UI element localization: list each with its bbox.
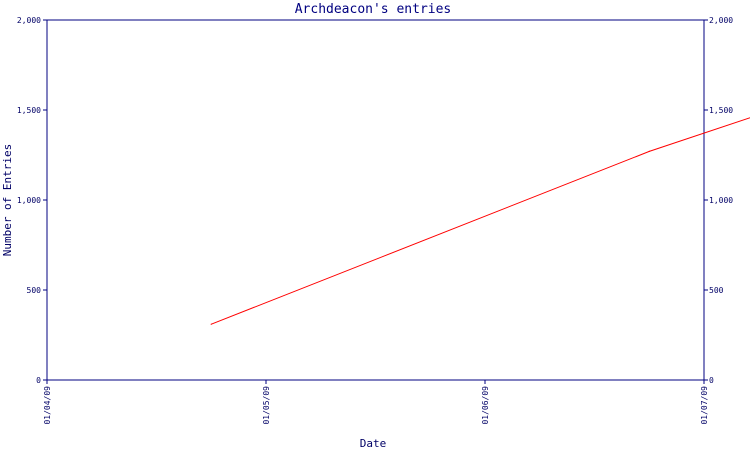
y-axis-left: 0 500 1,000 1,500 2,000 (17, 16, 47, 385)
y-tick-label-right: 500 (709, 286, 724, 295)
y-tick-label-right: 2,000 (709, 16, 733, 25)
plot-frame (46, 19, 705, 381)
y-tick-label-right: 1,000 (709, 196, 733, 205)
x-tick-label: 01/04/09 (43, 386, 52, 425)
chart-title: Archdeacon's entries (295, 2, 452, 17)
y-axis-label: Number of Entries (1, 144, 14, 257)
y-tick-label-right: 0 (709, 376, 714, 385)
series-line (211, 117, 750, 325)
x-axis-label: Date (360, 437, 387, 450)
y-tick-label-left: 1,500 (17, 106, 41, 115)
y-tick-label-left: 2,000 (17, 16, 41, 25)
x-tick-label: 01/06/09 (481, 386, 490, 425)
series-layer (210, 117, 750, 325)
y-tick-label-left: 0 (36, 376, 41, 385)
y-axis-right: 0 500 1,000 1,500 2,000 (704, 16, 733, 385)
data-point (210, 323, 212, 325)
data-point (648, 150, 650, 152)
x-tick-label: 01/07/09 (700, 386, 709, 425)
y-tick-label-left: 500 (27, 286, 42, 295)
x-tick-label: 01/05/09 (262, 386, 271, 425)
y-tick-label-right: 1,500 (709, 106, 733, 115)
x-axis: 01/04/09 01/05/09 01/06/09 01/07/09 (43, 380, 709, 425)
y-tick-label-left: 1,000 (17, 196, 41, 205)
